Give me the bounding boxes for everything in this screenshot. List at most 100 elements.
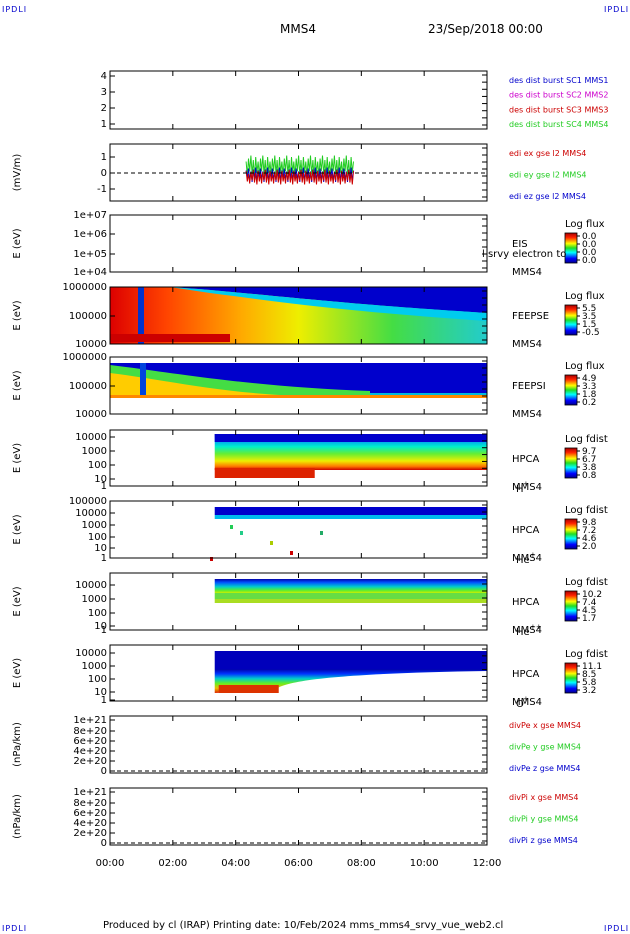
instrument-label-p3: EIS xyxy=(512,239,528,250)
species-label-p9: O xyxy=(516,699,524,710)
colorbar-tick-label-p5: 4.9 xyxy=(582,374,597,384)
colorbar-tick-label-p8: 7.4 xyxy=(582,598,597,608)
spacecraft-label-p7: MMS4 xyxy=(512,553,542,564)
legend-entry-p10: divPe y gse MMS4 xyxy=(509,743,581,752)
colorbar-tick-label-p7: 7.2 xyxy=(582,526,596,536)
y-tick-label-p11: 1e+21 xyxy=(73,787,107,798)
legend-entry-p1: des dist burst SC4 MMS4 xyxy=(509,120,608,129)
y-tick-label-p11: 6e+20 xyxy=(73,808,107,819)
colorbar-p8 xyxy=(564,590,578,622)
y-tick-label-p1: 2 xyxy=(101,103,107,114)
y-tick-label-p2: 1 xyxy=(101,152,107,163)
y-tick-label-p3: 1e+05 xyxy=(73,249,107,260)
colorbar-p3 xyxy=(564,232,578,264)
y-tick-label-p10: 2e+20 xyxy=(73,756,107,767)
y-tick-label-p7: 1000 xyxy=(82,520,107,531)
colorbar-tick-label-p4: 1.5 xyxy=(582,320,596,330)
y-tick-label-p7: 100000 xyxy=(69,496,107,507)
colorbar-title-p6: Log fdist xyxy=(565,434,608,445)
colorbar-tick-label-p9: 5.8 xyxy=(582,678,597,688)
y-tick-label-p6: 1 xyxy=(101,481,107,492)
legend-entry-p2: edi ex gse l2 MMS4 xyxy=(509,149,586,158)
y-tick-label-p3: 1e+06 xyxy=(73,229,107,240)
y-tick-label-p4: 10000 xyxy=(75,339,107,350)
y-tick-label-p5: 10000 xyxy=(75,409,107,420)
x-tick-label: 10:00 xyxy=(410,858,439,869)
colorbar-tick-label-p6: 9.7 xyxy=(582,447,596,457)
legend-entry-p10: divPe z gse MMS4 xyxy=(509,764,580,773)
y-axis-label-p3: E (eV) xyxy=(12,228,23,258)
spacecraft-label-p5: MMS4 xyxy=(512,409,542,420)
colorbar-p5 xyxy=(564,374,578,406)
y-tick-label-p7: 100 xyxy=(88,532,107,543)
y-tick-label-p2: 0 xyxy=(101,168,107,179)
instrument-label-p4: FEEPSE xyxy=(512,311,549,322)
species-label-p8: He xyxy=(516,627,530,638)
y-tick-label-p8: 100 xyxy=(88,608,107,619)
y-tick-label-p3: 1e+04 xyxy=(73,267,107,278)
colorbar-tick-label-p3: 0.0 xyxy=(582,240,597,250)
y-tick-label-p11: 0 xyxy=(101,838,107,849)
legend-entry-p1: des dist burst SC2 MMS2 xyxy=(509,91,608,100)
overlay-label-p3: l srvy electron to xyxy=(482,249,566,260)
y-tick-label-p6: 100 xyxy=(88,460,107,471)
footer-credit: Produced by cl (IRAP) Printing date: 10/… xyxy=(103,920,504,931)
colorbar-tick-label-p9: 11.1 xyxy=(582,662,602,672)
legend-entry-p11: divPi y gse MMS4 xyxy=(509,815,578,824)
panel-frame-p11 xyxy=(109,787,488,846)
y-tick-label-p9: 1 xyxy=(101,695,107,706)
panel-frame-p10 xyxy=(109,715,488,774)
species-label-p7: He xyxy=(516,555,530,566)
colorbar-tick-label-p5: 3.3 xyxy=(582,382,596,392)
y-tick-label-p7: 10 xyxy=(94,543,107,554)
spectrogram-p7 xyxy=(210,507,487,561)
edi-trace-2 xyxy=(245,169,354,185)
species-charge-p7: + xyxy=(530,551,536,559)
colorbar-tick-label-p4: 3.5 xyxy=(582,312,596,322)
colorbar-tick-label-p8: 10.2 xyxy=(582,590,602,600)
y-tick-label-p6: 10000 xyxy=(75,432,107,443)
edi-trace-1 xyxy=(245,167,354,183)
y-tick-label-p8: 1000 xyxy=(82,594,107,605)
y-tick-label-p8: 10000 xyxy=(75,580,107,591)
y-tick-label-p2: -1 xyxy=(97,184,107,195)
legend-entry-p10: divPe x gse MMS4 xyxy=(509,721,581,730)
instrument-label-p7: HPCA xyxy=(512,525,540,536)
spectrogram-p6 xyxy=(214,434,487,478)
y-axis-label-p4: E (eV) xyxy=(12,300,23,330)
colorbar-tick-label-p8: 4.5 xyxy=(582,606,596,616)
species-charge-p8: ++ xyxy=(530,623,542,631)
y-axis-label-p5: E (eV) xyxy=(12,370,23,400)
y-tick-label-p9: 10000 xyxy=(75,648,107,659)
spacecraft-label-p3: MMS4 xyxy=(512,267,542,278)
colorbar-title-p3: Log flux xyxy=(565,219,605,230)
legend-entry-p11: divPi x gse MMS4 xyxy=(509,793,578,802)
x-tick-label: 02:00 xyxy=(158,858,187,869)
colorbar-tick-label-p3: 0.0 xyxy=(582,256,597,266)
y-tick-label-p11: 8e+20 xyxy=(73,798,107,809)
y-tick-label-p1: 4 xyxy=(101,71,107,82)
colorbar-tick-label-p6: 0.8 xyxy=(582,471,597,481)
y-tick-label-p9: 10 xyxy=(94,687,107,698)
x-tick-label: 08:00 xyxy=(347,858,376,869)
y-tick-label-p4: 100000 xyxy=(69,311,107,322)
species-charge-p9: + xyxy=(523,695,529,703)
instrument-label-p9: HPCA xyxy=(512,669,540,680)
spacecraft-label-p9: MMS4 xyxy=(512,697,542,708)
y-tick-label-p1: 3 xyxy=(101,87,107,98)
spacecraft-label-p6: MMS4 xyxy=(512,482,542,493)
colorbar-tick-label-p7: 9.8 xyxy=(582,518,597,528)
y-axis-label-p9: E (eV) xyxy=(12,658,23,688)
y-tick-label-p9: 100 xyxy=(88,674,107,685)
spacecraft-label-p4: MMS4 xyxy=(512,339,542,350)
colorbar-tick-label-p5: 1.8 xyxy=(582,390,597,400)
y-tick-label-p8: 10 xyxy=(94,621,107,632)
legend-entry-p1: des dist burst SC3 MMS3 xyxy=(509,105,608,114)
colorbar-tick-label-p6: 3.8 xyxy=(582,463,597,473)
colorbar-p7 xyxy=(564,518,578,550)
y-tick-label-p10: 0 xyxy=(101,766,107,777)
y-axis-label-p8: E (eV) xyxy=(12,586,23,616)
legend-entry-p2: edi ez gse l2 MMS4 xyxy=(509,192,586,201)
x-tick-label: 04:00 xyxy=(221,858,250,869)
